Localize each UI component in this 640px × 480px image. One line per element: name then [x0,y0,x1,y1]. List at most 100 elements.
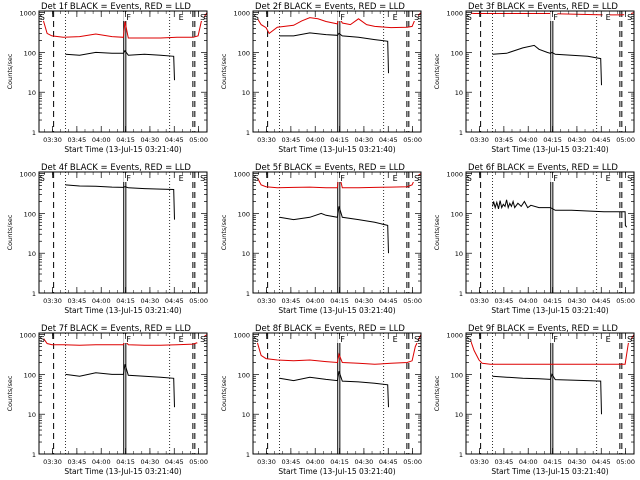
x-tick-label: 03:30 [470,136,489,144]
panel-title: Det 2f BLACK = Events, RED = LLD [255,2,405,12]
x-tick-label: 04:00 [519,297,538,305]
y-tick-label: 10 [242,411,250,419]
x-tick-label: 05:00 [189,136,208,144]
x-tick-label: 03:30 [470,297,489,305]
marker-label-bg [123,173,131,182]
y-tick-label: 100 [451,371,463,379]
x-tick-label: 04:30 [355,297,374,305]
marker-label: F [126,174,131,183]
marker-label-bg [197,12,205,21]
x-tick-label: 04:15 [543,136,562,144]
marker-label-bg [175,12,183,21]
marker-label: S [40,335,45,344]
x-tick-label: 03:30 [257,458,276,466]
marker-label: E [606,13,611,22]
marker-label: E [606,335,611,344]
x-tick-label: 03:30 [43,297,62,305]
y-axis-label: Counts/sec [6,375,14,411]
y-tick-label: 1 [459,451,463,459]
y-axis-label: Counts/sec [433,214,441,250]
marker-label: F [553,13,558,22]
chart-panel-9: Det 9f BLACK = Events, RED = LLD Counts/s… [433,324,635,476]
series-lld-line [465,334,635,365]
x-axis-label: Start Time (13-Jul-15 03:21:40) [278,306,395,315]
marker-label: S [627,335,632,344]
x-tick-label: 04:30 [568,136,587,144]
marker-label: E [179,174,184,183]
plot-frame [465,332,635,455]
plot-frame [38,332,208,455]
series-events-line [492,373,602,415]
marker-label: S [627,174,632,183]
y-tick-label: 10 [28,411,36,419]
x-tick-label: 04:45 [165,458,184,466]
marker-label: E [393,13,398,22]
x-tick-label: 03:45 [282,136,301,144]
marker-label: S [414,13,419,22]
marker-label-bg [602,173,610,182]
x-tick-label: 04:00 [519,136,538,144]
panel-title: Det 3f BLACK = Events, RED = LLD [468,2,618,12]
x-tick-label: 04:00 [92,136,111,144]
y-tick-label: 1000 [19,10,36,18]
x-tick-label: 04:30 [141,136,160,144]
x-tick-label: 04:00 [306,297,325,305]
series-events-line [279,32,389,74]
marker-label-bg [602,12,610,21]
y-tick-label: 100 [24,371,36,379]
y-tick-label: 100 [451,210,463,218]
marker-label: S [200,335,205,344]
panel-title: Det 9f BLACK = Events, RED = LLD [468,324,618,334]
y-tick-label: 10 [242,89,250,97]
x-tick-label: 03:30 [257,136,276,144]
marker-label: E [393,174,398,183]
x-tick-label: 05:00 [403,136,422,144]
chart-panel-7: Det 7f BLACK = Events, RED = LLD Counts/s… [6,324,208,476]
plot-frame [465,10,635,133]
x-axis-label: Start Time (13-Jul-15 03:21:40) [64,467,181,476]
panel-title: Det 8f BLACK = Events, RED = LLD [255,324,405,334]
x-tick-label: 04:45 [379,458,398,466]
plot-frame [38,171,208,294]
x-tick-label: 04:45 [592,136,611,144]
marker-label-bg [175,173,183,182]
marker-label: S [200,174,205,183]
marker-label-bg [197,334,205,343]
x-tick-label: 04:30 [355,136,374,144]
marker-label: S [627,13,632,22]
x-tick-label: 03:30 [43,136,62,144]
marker-label-bg [337,173,345,182]
x-axis-label: Start Time (13-Jul-15 03:21:40) [491,467,608,476]
marker-label: S [254,174,259,183]
panel-title: Det 4f BLACK = Events, RED = LLD [41,163,191,173]
x-tick-label: 04:15 [116,297,135,305]
marker-label: F [553,174,558,183]
x-tick-label: 03:30 [43,458,62,466]
marker-label-bg [411,173,419,182]
x-tick-label: 05:00 [189,458,208,466]
x-tick-label: 05:00 [189,297,208,305]
x-tick-label: 04:30 [355,458,374,466]
y-tick-label: 100 [451,49,463,57]
x-axis-label: Start Time (13-Jul-15 03:21:40) [64,145,181,154]
series-lld-line [38,12,208,39]
y-axis-label: Counts/sec [220,53,228,89]
y-tick-label: 10 [455,411,463,419]
marker-label-bg [337,334,345,343]
marker-label: E [179,335,184,344]
x-tick-label: 05:00 [616,136,635,144]
marker-label: F [126,335,131,344]
x-tick-label: 04:15 [543,458,562,466]
y-tick-label: 1 [32,290,36,298]
series-lld-line [252,12,422,35]
x-tick-label: 03:45 [68,458,87,466]
marker-label: S [200,13,205,22]
x-tick-label: 04:15 [330,458,349,466]
marker-label-bg [123,334,131,343]
x-tick-label: 04:15 [330,136,349,144]
y-axis-label: Counts/sec [433,375,441,411]
x-tick-label: 03:30 [257,297,276,305]
x-tick-label: 03:45 [495,458,514,466]
x-tick-label: 03:45 [68,297,87,305]
